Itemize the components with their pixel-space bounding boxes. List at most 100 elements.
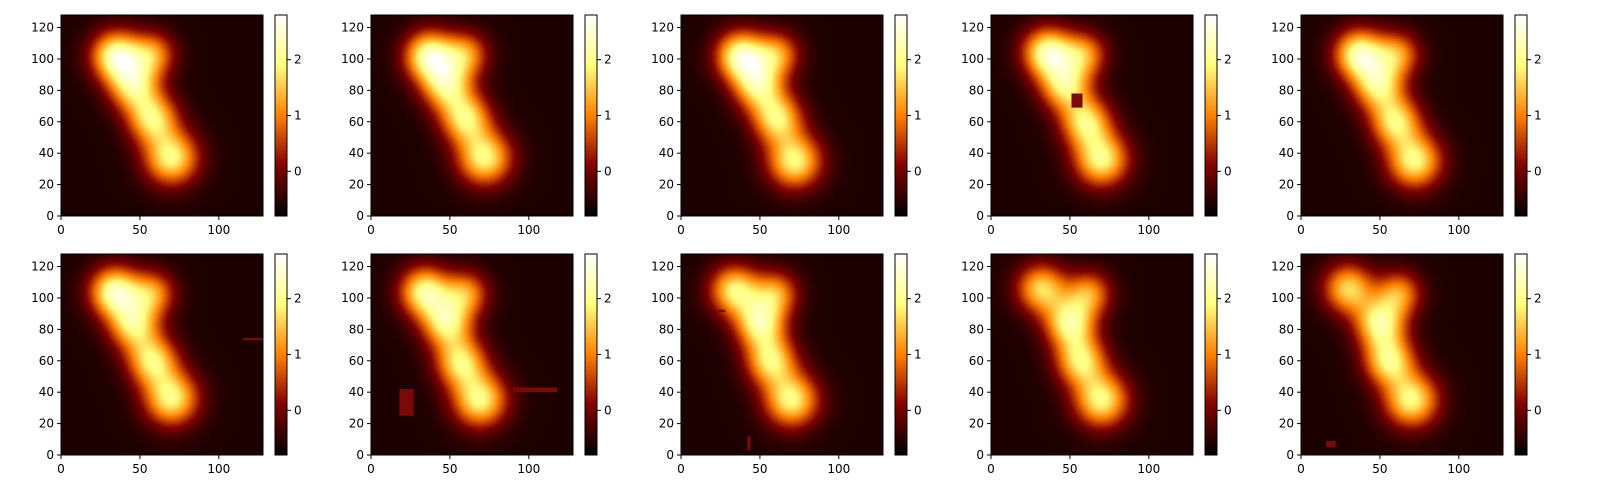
x-tick-label: 0 [1297, 462, 1305, 476]
colorbar-tick-label: 0 [604, 164, 612, 178]
mask-patch [747, 436, 751, 451]
axes-frame [370, 253, 574, 456]
axes-frame [680, 14, 884, 217]
heatmap-panel-7: 0 50 100 0 20 40 60 80 100 120 0 1 2 [341, 253, 612, 476]
x-tick-label: 0 [677, 223, 685, 237]
y-tick-label: 60 [1279, 115, 1294, 129]
colorbar-tick-label: 1 [1534, 348, 1542, 362]
y-tick-label: 120 [341, 21, 364, 35]
y-tick-label: 80 [39, 322, 54, 336]
x-tick-label: 0 [987, 223, 995, 237]
colorbar-tick-label: 1 [1224, 348, 1232, 362]
heatmap-image [371, 254, 573, 455]
x-tick-label: 100 [207, 462, 230, 476]
y-tick-label: 100 [651, 291, 674, 305]
y-tick-label: 120 [651, 260, 674, 274]
x-tick-label: 0 [987, 462, 995, 476]
heatmap-image [61, 15, 263, 216]
colorbar-tick-label: 2 [604, 292, 612, 306]
y-tick-label: 40 [39, 385, 54, 399]
y-tick-label: 40 [1279, 146, 1294, 160]
heatmap-panel-8: 0 50 100 0 20 40 60 80 100 120 0 1 2 [651, 253, 922, 476]
x-tick-label: 0 [57, 223, 65, 237]
y-tick-label: 0 [976, 209, 984, 223]
x-tick-label: 50 [442, 462, 457, 476]
y-tick-label: 0 [666, 448, 674, 462]
y-tick-label: 80 [1279, 322, 1294, 336]
colorbar-tick-label: 1 [604, 109, 612, 123]
y-tick-label: 20 [39, 178, 54, 192]
y-tick-label: 40 [349, 146, 364, 160]
heatmap-panel-9: 0 50 100 0 20 40 60 80 100 120 0 1 2 [961, 253, 1232, 476]
y-tick-label: 20 [39, 417, 54, 431]
colorbar [895, 15, 907, 216]
colorbar [585, 254, 597, 455]
x-tick-label: 100 [1447, 462, 1470, 476]
x-tick-label: 100 [517, 462, 540, 476]
heatmap-panel-4: 0 50 100 0 20 40 60 80 100 120 0 1 2 [961, 14, 1232, 237]
x-tick-label: 100 [207, 223, 230, 237]
y-tick-label: 80 [39, 83, 54, 97]
colorbar-tick-label: 0 [914, 403, 922, 417]
axes-frame [60, 14, 264, 217]
y-tick-label: 80 [349, 322, 364, 336]
y-tick-label: 20 [969, 417, 984, 431]
colorbar-tick-label: 1 [294, 109, 302, 123]
y-tick-label: 100 [961, 291, 984, 305]
y-tick-label: 40 [969, 385, 984, 399]
x-tick-label: 50 [752, 223, 767, 237]
colorbar-tick-label: 1 [604, 348, 612, 362]
mask-patch [1326, 440, 1336, 448]
colorbar-tick-label: 2 [914, 292, 922, 306]
x-tick-label: 100 [827, 462, 850, 476]
colorbar-tick-label: 0 [1224, 164, 1232, 178]
axes-frame [990, 14, 1194, 217]
heatmap-panel-2: 0 50 100 0 20 40 60 80 100 120 0 1 2 [341, 14, 612, 237]
colorbar-tick-label: 0 [1534, 403, 1542, 417]
y-tick-label: 100 [31, 52, 54, 66]
colorbar [275, 15, 287, 216]
y-tick-label: 0 [356, 448, 364, 462]
mask-patch [242, 338, 263, 341]
x-tick-label: 50 [132, 462, 147, 476]
colorbar [1205, 15, 1217, 216]
y-tick-label: 80 [1279, 83, 1294, 97]
y-tick-label: 120 [31, 21, 54, 35]
y-tick-label: 60 [1279, 354, 1294, 368]
y-tick-label: 100 [31, 291, 54, 305]
x-tick-label: 0 [367, 462, 375, 476]
colorbar [275, 254, 287, 455]
y-tick-label: 100 [1271, 52, 1294, 66]
y-tick-label: 100 [341, 291, 364, 305]
colorbar-tick-label: 2 [1534, 292, 1542, 306]
colorbar-tick-label: 1 [294, 348, 302, 362]
colorbar-tick-label: 0 [294, 164, 302, 178]
colorbar-tick-label: 2 [1534, 53, 1542, 67]
axes-frame [1300, 253, 1504, 456]
colorbar [1205, 254, 1217, 455]
y-tick-label: 20 [1279, 178, 1294, 192]
colorbar-tick-label: 1 [914, 109, 922, 123]
y-tick-label: 120 [31, 260, 54, 274]
colorbar-tick-label: 2 [1224, 53, 1232, 67]
heatmap-image [991, 254, 1193, 455]
y-tick-label: 20 [969, 178, 984, 192]
colorbar-tick-label: 0 [1224, 403, 1232, 417]
colorbar-tick-label: 1 [1534, 109, 1542, 123]
x-tick-label: 100 [1137, 223, 1160, 237]
x-tick-label: 0 [1297, 223, 1305, 237]
y-tick-label: 20 [659, 417, 674, 431]
y-tick-label: 80 [659, 322, 674, 336]
y-tick-label: 100 [961, 52, 984, 66]
y-tick-label: 0 [46, 209, 54, 223]
y-tick-label: 60 [39, 354, 54, 368]
heatmap-panel-1: 0 50 100 0 20 40 60 80 100 120 0 1 2 [31, 14, 302, 237]
colorbar [1515, 15, 1527, 216]
colorbar-tick-label: 2 [914, 53, 922, 67]
x-tick-label: 50 [442, 223, 457, 237]
y-tick-label: 60 [659, 354, 674, 368]
colorbar-tick-label: 0 [1534, 164, 1542, 178]
y-tick-label: 60 [969, 354, 984, 368]
y-tick-label: 40 [969, 146, 984, 160]
